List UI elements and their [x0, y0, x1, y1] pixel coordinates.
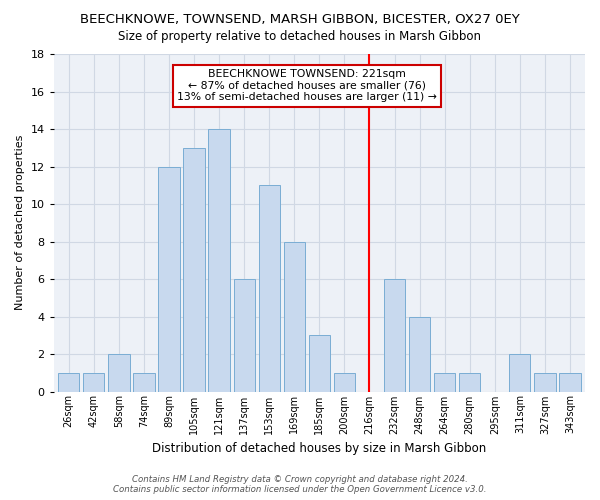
Text: BEECHKNOWE TOWNSEND: 221sqm
← 87% of detached houses are smaller (76)
13% of sem: BEECHKNOWE TOWNSEND: 221sqm ← 87% of det… — [177, 69, 437, 102]
Bar — [534, 373, 556, 392]
Bar — [434, 373, 455, 392]
Bar — [384, 279, 405, 392]
Bar — [184, 148, 205, 392]
Bar — [259, 186, 280, 392]
Y-axis label: Number of detached properties: Number of detached properties — [15, 135, 25, 310]
Bar — [208, 129, 230, 392]
Bar — [233, 279, 255, 392]
Bar — [509, 354, 530, 392]
Bar — [133, 373, 155, 392]
Bar — [158, 166, 179, 392]
Bar — [559, 373, 581, 392]
Bar — [309, 336, 330, 392]
Bar — [58, 373, 79, 392]
Bar — [108, 354, 130, 392]
Text: Contains HM Land Registry data © Crown copyright and database right 2024.
Contai: Contains HM Land Registry data © Crown c… — [113, 474, 487, 494]
Bar — [83, 373, 104, 392]
Text: BEECHKNOWE, TOWNSEND, MARSH GIBBON, BICESTER, OX27 0EY: BEECHKNOWE, TOWNSEND, MARSH GIBBON, BICE… — [80, 12, 520, 26]
Text: Size of property relative to detached houses in Marsh Gibbon: Size of property relative to detached ho… — [119, 30, 482, 43]
Bar — [334, 373, 355, 392]
Bar — [284, 242, 305, 392]
X-axis label: Distribution of detached houses by size in Marsh Gibbon: Distribution of detached houses by size … — [152, 442, 487, 455]
Bar — [409, 316, 430, 392]
Bar — [459, 373, 481, 392]
